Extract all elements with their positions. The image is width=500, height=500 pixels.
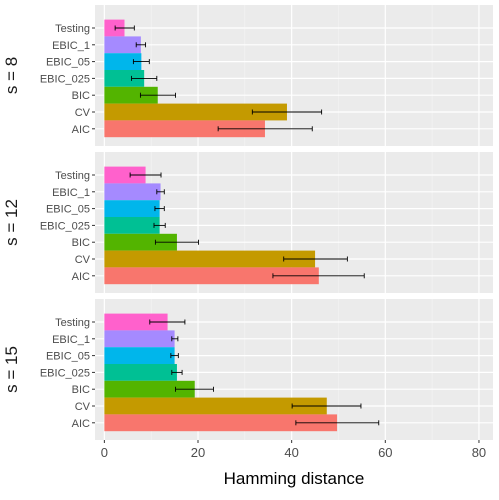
bar-testing <box>104 19 125 37</box>
category-label-aic: AIC <box>72 418 90 430</box>
category-label-ebic_1: EBIC_1 <box>52 334 90 346</box>
bar-aic <box>104 120 265 138</box>
category-label-cv: CV <box>75 254 91 266</box>
x-tick-label: 0 <box>101 445 108 460</box>
category-label-ebic_05: EBIC_05 <box>46 204 90 216</box>
x-axis-title: Hamming distance <box>224 469 365 488</box>
category-label-ebic_1: EBIC_1 <box>52 187 90 199</box>
category-label-ebic_025: EBIC_025 <box>40 220 90 232</box>
category-label-ebic_1: EBIC_1 <box>52 40 90 52</box>
category-label-cv: CV <box>75 107 91 119</box>
x-tick-label: 80 <box>472 445 486 460</box>
category-label-bic: BIC <box>72 237 90 249</box>
panel-label-s-12: s = 12 <box>2 199 21 246</box>
x-tick-label: 60 <box>378 445 392 460</box>
bar-ebic_1 <box>104 36 141 54</box>
panel-label-s-15: s = 15 <box>2 346 21 393</box>
bar-cv <box>104 250 316 268</box>
category-label-aic: AIC <box>72 271 90 283</box>
category-label-bic: BIC <box>72 90 90 102</box>
category-label-ebic_025: EBIC_025 <box>40 73 90 85</box>
category-label-testing: Testing <box>55 170 90 182</box>
bar-bic <box>104 233 177 251</box>
bar-ebic_025 <box>104 364 177 381</box>
category-label-bic: BIC <box>72 384 90 396</box>
bar-ebic_05 <box>104 347 175 364</box>
x-tick-label: 40 <box>284 445 298 460</box>
bar-testing <box>104 166 146 184</box>
x-tick-label: 20 <box>191 445 205 460</box>
bar-ebic_025 <box>104 70 145 87</box>
bar-ebic_05 <box>104 200 160 217</box>
bar-aic <box>104 414 338 432</box>
bar-cv <box>104 397 327 415</box>
category-label-cv: CV <box>75 401 91 413</box>
bar-ebic_1 <box>104 330 175 348</box>
bar-aic <box>104 267 319 285</box>
bar-cv <box>104 103 287 121</box>
bar-ebic_025 <box>104 217 160 234</box>
category-label-ebic_025: EBIC_025 <box>40 367 90 379</box>
bar-ebic_1 <box>104 183 161 201</box>
category-label-aic: AIC <box>72 124 90 136</box>
category-label-ebic_05: EBIC_05 <box>46 351 90 363</box>
bar-bic <box>104 380 195 398</box>
category-label-testing: Testing <box>55 23 90 35</box>
bar-testing <box>104 313 168 331</box>
panel-label-s-8: s = 8 <box>2 57 21 94</box>
category-label-testing: Testing <box>55 317 90 329</box>
bar-bic <box>104 86 158 104</box>
bar-ebic_05 <box>104 53 142 70</box>
category-label-ebic_05: EBIC_05 <box>46 57 90 69</box>
